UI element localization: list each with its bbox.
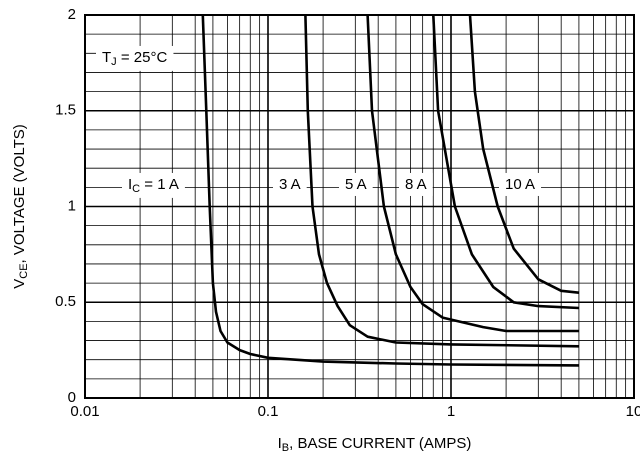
annotation-main: T [102,49,111,66]
y-axis-label: VCE, VOLTAGE (VOLTS) [11,124,30,289]
label-box [96,45,174,71]
curve [201,14,579,367]
label-box [339,172,373,196]
x-tick-label: 1 [447,403,455,420]
series-label-main: I [128,176,132,193]
series-label: IC = 1 A [128,176,179,195]
series-label-name: 1 A [157,176,179,193]
series-label-rest: = [140,176,157,193]
annotation-sub: J [111,56,117,68]
curve [432,14,579,310]
x-axis-label-rest: , BASE CURRENT (AMPS) [289,435,471,452]
plot-frame [84,14,635,399]
series-label: 8 A [405,176,427,193]
y-axis-label-sub: CE [18,263,30,278]
series-label-sub: C [132,183,140,195]
x-tick-label: 10 [626,403,640,420]
y-axis-label-main: V [11,279,28,289]
x-axis-label-sub: B [282,442,289,454]
y-tick-label: 0.5 [55,293,76,310]
y-tick-label: 1 [68,197,76,214]
y-tick-label: 0 [68,389,76,406]
annotation-rest: = 25°C [117,49,168,66]
annotation: TJ = 25°C [102,49,167,68]
label-box [499,172,542,196]
x-axis-label-main: I [278,435,282,452]
series-label: 10 A [505,176,535,193]
x-tick-label: 0.1 [258,403,279,420]
x-tick-label: 0.01 [70,403,99,420]
y-axis-label-rest: , VOLTAGE (VOLTS) [11,124,28,263]
series-label: 5 A [345,176,367,193]
x-axis-label: IB, BASE CURRENT (AMPS) [278,435,472,454]
label-box [399,172,433,196]
label-box [122,172,185,198]
curve [304,14,579,348]
curve [468,14,580,294]
series-label: 3 A [279,176,301,193]
y-tick-label: 2 [68,6,76,23]
curve [366,14,579,333]
label-box [273,172,307,196]
y-tick-label: 1.5 [55,102,76,119]
